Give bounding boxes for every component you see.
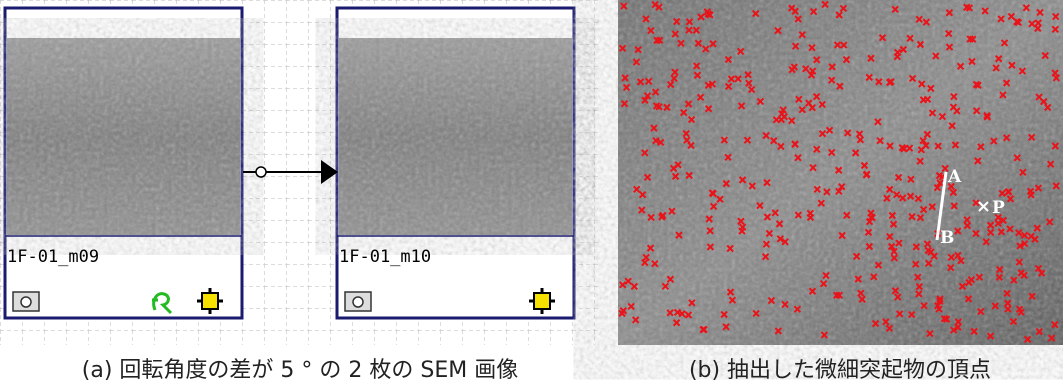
thumbnail-texture (339, 38, 572, 235)
frame-card: 1F-01_m09 (5, 8, 242, 318)
camera-lens (21, 297, 31, 307)
page: 1F-01_m09 1F-01_m10 (a) 回転角度の差が 5 ° の 2 枚… (0, 0, 1063, 388)
arrow-node (256, 167, 266, 177)
settings-icon (202, 293, 218, 309)
frame-label: 1F-01_m10 (339, 247, 431, 267)
label-p: P (992, 198, 1005, 218)
label-a: A (947, 167, 962, 187)
thumbnail-texture (7, 38, 240, 235)
caption-b: (b) 抽出した微細突起物の頂点 (689, 358, 991, 383)
figure: 1F-01_m09 1F-01_m10 (a) 回転角度の差が 5 ° の 2 枚… (0, 0, 1063, 388)
frame-label: 1F-01_m09 (7, 247, 99, 267)
sem-image: A B P (618, 0, 1063, 345)
caption-a: (a) 回転角度の差が 5 ° の 2 枚の SEM 画像 (82, 358, 518, 383)
label-b: B (940, 228, 954, 248)
camera-lens (353, 297, 363, 307)
frame-card: 1F-01_m10 (337, 8, 574, 318)
settings-icon (534, 293, 550, 309)
